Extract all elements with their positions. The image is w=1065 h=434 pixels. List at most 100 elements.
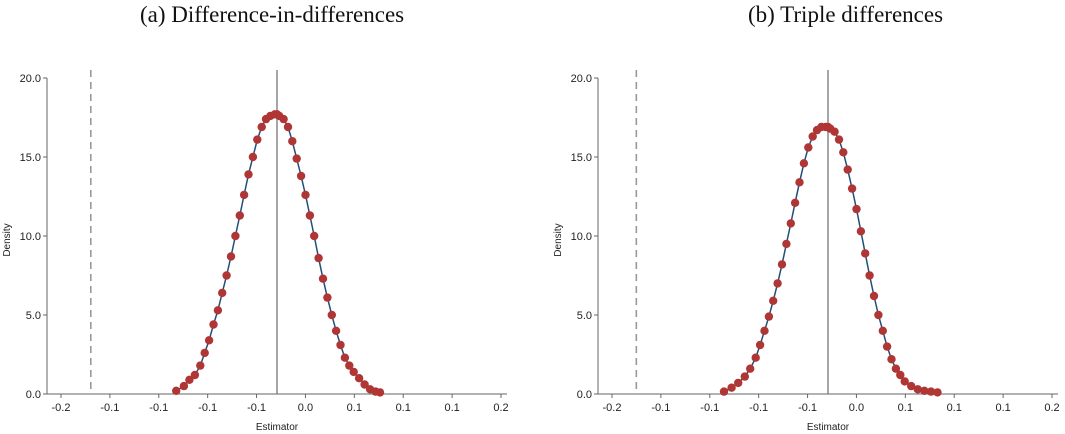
panel-a-x-tick-label: 0.1 — [347, 402, 362, 414]
panel-b-point — [777, 260, 787, 269]
panel-b-point — [834, 135, 844, 144]
panel-b-point — [874, 310, 883, 320]
panel-b-point — [719, 387, 729, 396]
panel-b-x-tick-label: 0.1 — [898, 402, 913, 414]
panel-a-x-tick-label: -0.1 — [198, 402, 217, 414]
panel-a-point — [231, 231, 240, 241]
panel-b-point — [933, 388, 942, 397]
panel-b-point — [786, 219, 795, 228]
panel-b-x-tick-label: -0.1 — [749, 402, 768, 414]
panel-b-point — [847, 184, 857, 193]
panel-b-y-tick-label: 0.0 — [577, 389, 592, 401]
panel-b-point — [773, 279, 782, 288]
panel-a-point — [318, 274, 328, 283]
panel-a-point — [279, 114, 288, 124]
panel-a-point — [218, 288, 227, 298]
panel-b-point — [830, 127, 839, 136]
panel-a-point — [204, 336, 214, 345]
panel-a-point — [179, 381, 189, 391]
panel-b-point — [869, 291, 879, 301]
panel-b-point — [799, 159, 809, 168]
panel-b-y-tick-label: 10.0 — [571, 231, 592, 243]
panel-a-point — [248, 152, 258, 162]
panel-a-point — [331, 326, 341, 335]
panel-a-point — [301, 190, 310, 200]
panel-a-point — [213, 306, 223, 315]
panel-a-y-tick-label: 15.0 — [20, 152, 41, 164]
panel-b-point — [727, 383, 736, 392]
panel-b-point — [920, 386, 929, 395]
panel-b-point — [926, 387, 936, 396]
panel-b-x-tick-label: 0.2 — [1044, 402, 1059, 414]
panel-b-point — [882, 342, 892, 351]
panel-a-point — [235, 211, 244, 220]
panel-a-point — [314, 253, 323, 263]
panel-b-x-tick-label: -0.1 — [700, 402, 719, 414]
panel-b-point — [734, 378, 743, 388]
panel-a-x-tick-label: -0.1 — [149, 402, 168, 414]
panel-a-point — [340, 353, 350, 362]
panel-b-title: (b) Triple differences — [748, 2, 944, 27]
panel-a-y-tick-label: 5.0 — [26, 310, 41, 322]
panel-a-point — [345, 361, 354, 370]
panel-b-point — [839, 148, 848, 157]
panel-b-point — [891, 364, 901, 373]
panel-b-point — [769, 296, 778, 305]
panel-a-point — [190, 370, 200, 380]
panel-b-point — [913, 385, 922, 394]
panel-a-point — [354, 374, 364, 383]
panel-b-y-tick-label: 20.0 — [571, 73, 592, 85]
panel-a-point — [305, 211, 315, 220]
panel-b-x-tick-label: -0.2 — [603, 402, 622, 414]
panel-a-y-tick-label: 20.0 — [20, 73, 41, 85]
panel-b-y-tick-label: 5.0 — [577, 310, 592, 322]
panel-a-point — [292, 154, 301, 163]
panel-b-y-tick-label: 15.0 — [571, 152, 592, 164]
panel-b-x-tick-label: 0.0 — [849, 402, 864, 414]
panel-a-point — [323, 293, 332, 302]
panel-b-point — [808, 132, 817, 141]
panel-a-point — [185, 375, 194, 384]
panel-a-x-tick-label: -0.2 — [52, 402, 71, 414]
panel-b-point — [760, 326, 769, 335]
panel-a-point — [222, 271, 231, 280]
panel-a-point — [375, 388, 385, 397]
panel-a-point — [283, 122, 293, 132]
panel-b-point — [856, 227, 866, 236]
panel-a-point — [209, 320, 218, 329]
panel-b-point — [790, 198, 800, 207]
panel-b-point — [896, 370, 905, 380]
panel-b-point — [746, 364, 755, 373]
panel-a-title: (a) Difference-in-differences — [140, 2, 405, 27]
panel-b-point — [878, 326, 887, 335]
panel-b-y-axis-title: Density — [553, 223, 564, 256]
panel-a-x-tick-label: 0.1 — [444, 402, 459, 414]
panel-b-point — [861, 249, 870, 258]
panel-a-x-tick-label: -0.1 — [100, 402, 119, 414]
panel-a-x-tick-label: 0.2 — [493, 402, 508, 414]
panel-b-point — [900, 377, 909, 386]
panel-b-x-tick-label: -0.1 — [798, 402, 817, 414]
panel-a-point — [253, 135, 262, 144]
panel-b-x-tick-label: 0.1 — [995, 402, 1010, 414]
panel-a-x-tick-label: 0.0 — [298, 402, 313, 414]
panel-b-point — [782, 239, 791, 249]
panel-a-x-tick-label: 0.1 — [396, 402, 411, 414]
panel-a-point — [226, 252, 236, 261]
panel-a-point — [336, 340, 345, 350]
panel-a-point — [172, 386, 181, 395]
panel-b-point — [740, 372, 749, 381]
panel-a-point — [244, 170, 253, 179]
panel-b-density-line — [723, 126, 938, 394]
panel-a-point — [327, 310, 336, 320]
panel-a-point — [310, 231, 319, 241]
panel-b-point — [843, 165, 852, 174]
panel-b-point — [907, 381, 916, 391]
panel-b-point — [755, 340, 765, 350]
panel-a-point — [360, 380, 369, 389]
panel-a-point — [296, 171, 306, 181]
panel-b-point — [804, 143, 813, 152]
panel-a-point — [349, 367, 358, 377]
panel-b-point — [764, 312, 774, 321]
